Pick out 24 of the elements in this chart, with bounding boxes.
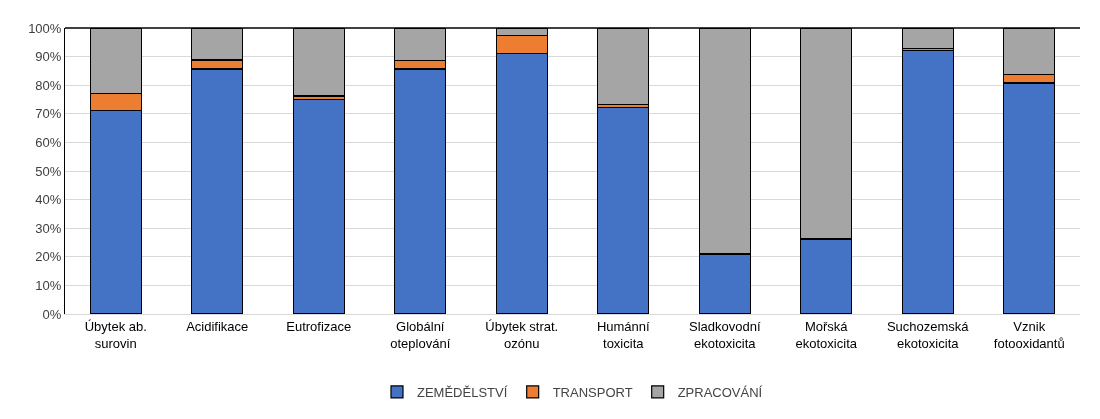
- y-tick-label: 80%: [35, 77, 62, 93]
- y-tick-label: 40%: [35, 192, 62, 208]
- x-tick-label: Humánní toxicita: [596, 318, 651, 351]
- y-tick-label: 0%: [42, 306, 62, 322]
- y-tick-label: 20%: [35, 249, 62, 265]
- legend-label: ZPRACOVÁNÍ: [677, 384, 763, 400]
- y-tick-label: 60%: [35, 134, 62, 150]
- legend-label: ZEMĚDĚLSTVÍ: [417, 384, 508, 400]
- y-tick-label: 100%: [28, 20, 62, 36]
- x-tick-label: Mořská ekotoxicita: [795, 318, 858, 351]
- x-tick-label: Eutrofizace: [286, 318, 352, 334]
- x-tick-label: Vznik fotooxidantů: [993, 318, 1065, 351]
- x-tick-label: Acidifikace: [186, 318, 249, 334]
- y-tick-label: 90%: [35, 49, 62, 65]
- x-tick-label: Úbytek ab. surovin: [84, 318, 147, 351]
- legend-label: TRANSPORT: [552, 384, 633, 400]
- x-tick-label: Suchozemská ekotoxicita: [886, 318, 970, 351]
- x-tick-label: Úbytek strat. ozónu: [485, 318, 559, 351]
- y-tick-label: 30%: [35, 220, 62, 236]
- x-tick-label: Globální oteplování: [390, 318, 451, 351]
- y-tick-label: 10%: [35, 277, 62, 293]
- y-tick-label: 50%: [35, 163, 62, 179]
- x-tick-label: Sladkovodní ekotoxicita: [688, 318, 761, 351]
- y-tick-label: 70%: [35, 106, 62, 122]
